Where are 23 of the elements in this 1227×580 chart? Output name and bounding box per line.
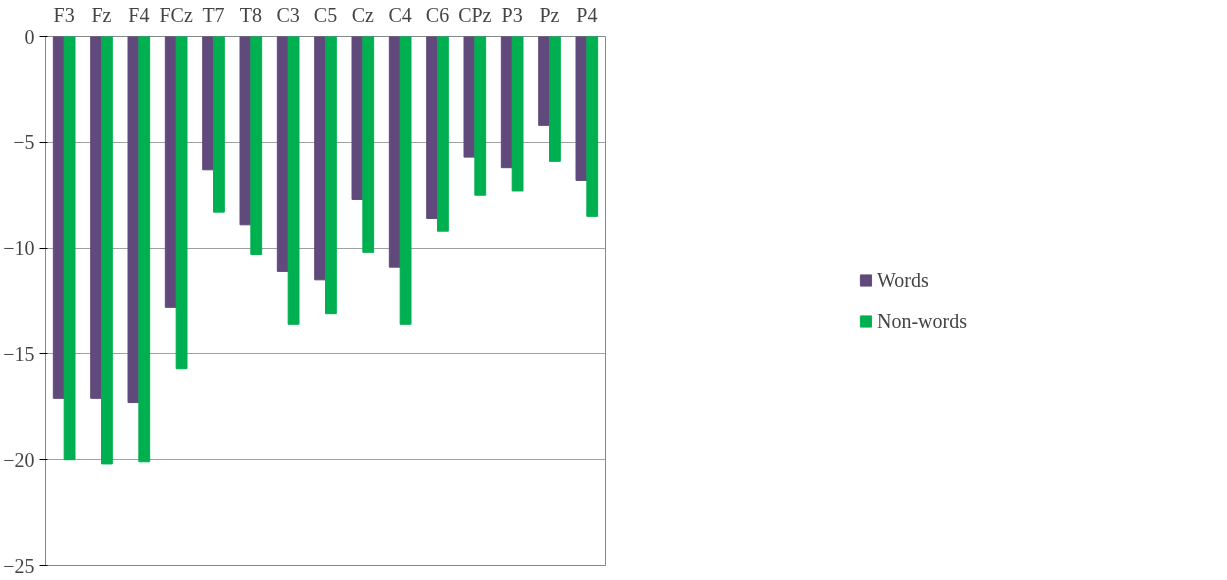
x-tick-label: C3 [276, 3, 300, 26]
x-tick-label: CPz [458, 3, 492, 26]
y-tick-label: 0 [24, 25, 35, 48]
x-tick-label: P3 [501, 3, 523, 26]
y-tick-label: −15 [3, 342, 35, 365]
x-tick-label: T7 [202, 3, 225, 26]
x-tick-label: Fz [91, 3, 112, 26]
x-tick-label: Cz [351, 3, 375, 26]
x-tick-label: C4 [388, 3, 412, 26]
legend-label: Words [877, 268, 929, 292]
x-tick-label: F3 [53, 3, 75, 26]
x-tick-label: C5 [313, 3, 338, 26]
x-tick-label: C6 [425, 3, 450, 26]
y-tick-label: −25 [3, 554, 35, 577]
y-tick-label: −20 [3, 448, 35, 471]
legend-label: Non-words [877, 309, 967, 333]
x-tick-label: Pz [539, 3, 560, 26]
x-tick-label: P4 [576, 3, 598, 26]
x-tick-label: FCz [159, 3, 193, 26]
y-tick-label: −5 [13, 131, 35, 154]
y-tick-label: −10 [3, 237, 35, 260]
x-tick-label: T8 [239, 3, 262, 26]
x-tick-label: F4 [128, 3, 150, 26]
